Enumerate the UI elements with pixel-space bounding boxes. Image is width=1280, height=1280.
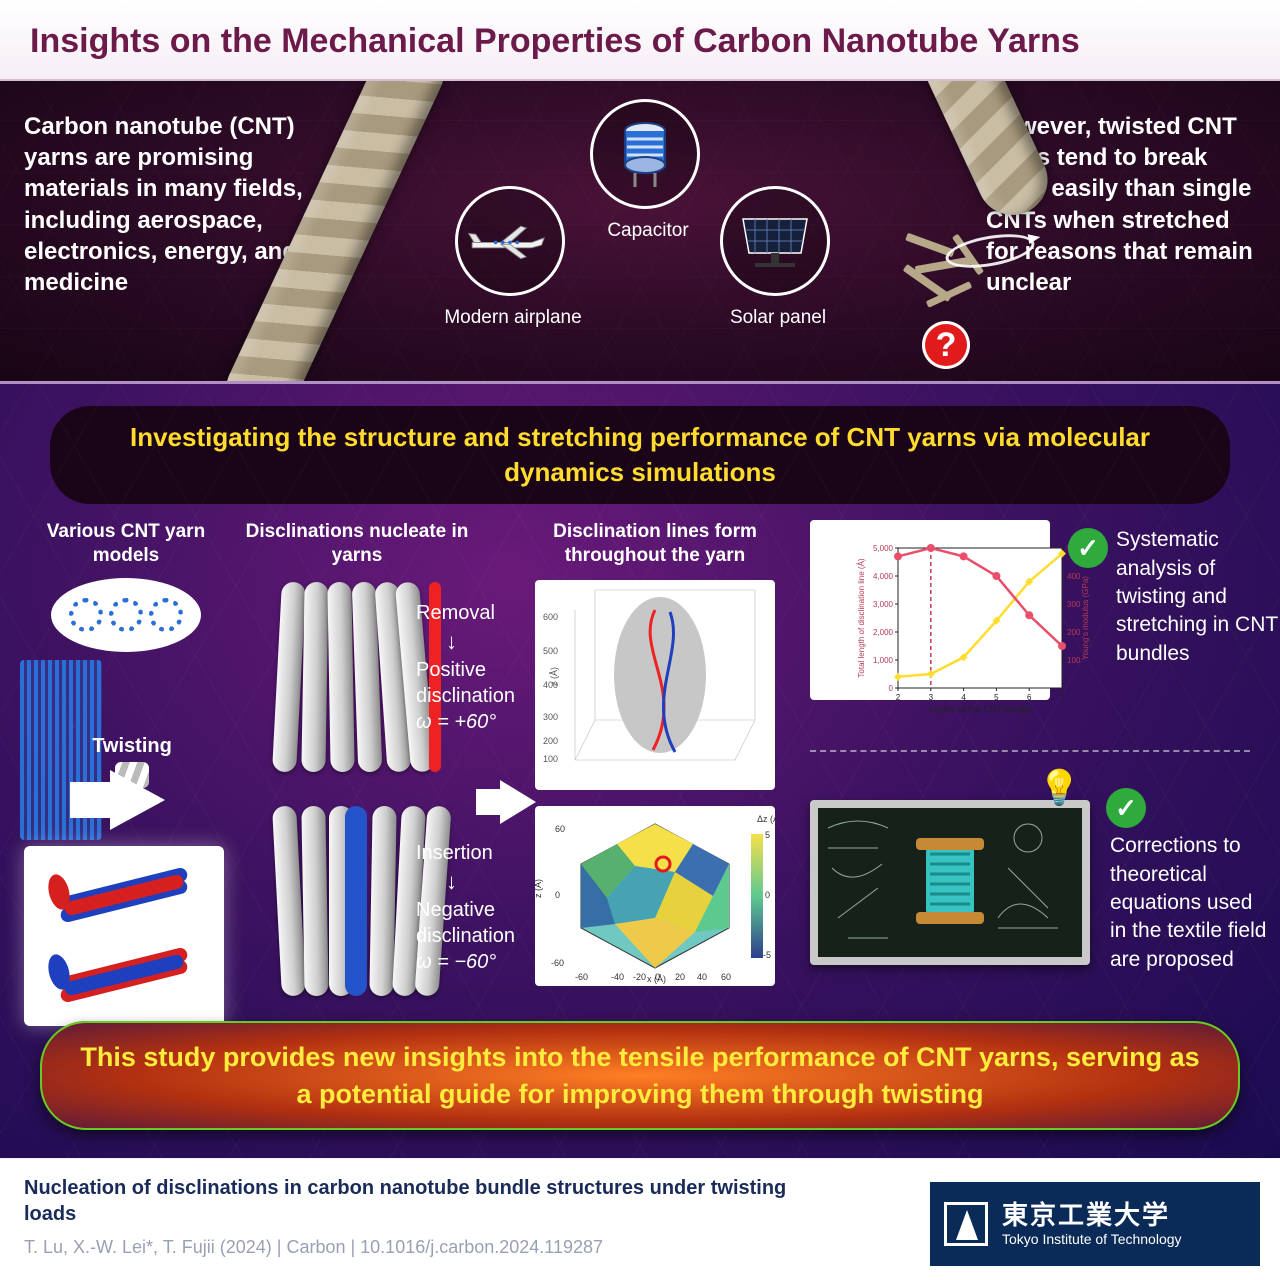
svg-text:0: 0: [655, 972, 660, 982]
svg-text:Total length of disclination l: Total length of disclination line (Å): [857, 558, 866, 678]
bundle-red-core: [49, 866, 199, 926]
hexagonal-map: x (Å) z (Å) -60-40-20 0204060 600-60: [535, 806, 775, 986]
svg-text:z (Å): z (Å): [535, 879, 543, 898]
page-title: Insights on the Mechanical Properties of…: [30, 22, 1250, 61]
tubes-negative: [277, 806, 437, 1006]
svg-text:60: 60: [721, 972, 731, 982]
svg-text:500: 500: [543, 646, 558, 656]
logo-en: Tokyo Institute of Technology: [1002, 1231, 1182, 1247]
solar-panel-icon: Solar panel: [720, 186, 830, 296]
svg-text:5,000: 5,000: [873, 544, 894, 553]
svg-text:3: 3: [929, 693, 934, 702]
svg-text:1,000: 1,000: [873, 656, 894, 665]
svg-text:-60: -60: [551, 958, 564, 968]
svg-text:4: 4: [961, 693, 966, 702]
blackboard-icon: [810, 800, 1090, 965]
tubes-positive: [277, 582, 437, 782]
twisted-bundles: [24, 846, 224, 1026]
solar-label: Solar panel: [698, 307, 858, 329]
simulation-3d: 600500400 300200100 z (Å): [535, 580, 775, 790]
svg-text:100: 100: [1067, 656, 1081, 665]
svg-text:2,000: 2,000: [873, 628, 894, 637]
institution-logo: 東京工業大学 Tokyo Institute of Technology: [930, 1182, 1260, 1266]
airplane-icon: Modern airplane: [455, 186, 565, 296]
logo-mark-icon: [944, 1202, 988, 1246]
svg-text:0: 0: [555, 890, 560, 900]
divider: [810, 750, 1250, 752]
title-band: Insights on the Mechanical Properties of…: [0, 0, 1280, 81]
svg-text:6: 6: [1027, 693, 1032, 702]
arrow-icon: [110, 770, 165, 830]
airplane-label: Modern airplane: [433, 307, 593, 329]
col-simulation: Disclination lines form throughout the y…: [530, 520, 780, 986]
col3-title: Disclination lines form throughout the y…: [530, 520, 780, 568]
reference-title: Nucleation of disclinations in carbon na…: [24, 1175, 824, 1227]
svg-text:3,000: 3,000: [873, 600, 894, 609]
svg-text:60: 60: [555, 824, 565, 834]
svg-text:600: 600: [543, 612, 558, 622]
finding-2: Corrections to theoretical equations use…: [1110, 832, 1270, 974]
col1-title: Various CNT yarn models: [26, 520, 226, 568]
bundle-blue-core: [49, 946, 199, 1006]
subtitle: Investigating the structure and stretchi…: [50, 406, 1230, 504]
footer: Nucleation of disclinations in carbon na…: [0, 1158, 1280, 1280]
svg-text:100: 100: [543, 754, 558, 764]
capacitor-label: Capacitor: [568, 220, 728, 242]
finding-1: Systematic analysis of twisting and stre…: [1116, 526, 1280, 668]
svg-text:200: 200: [1067, 628, 1081, 637]
dual-axis-chart: 01,0002,0003,0004,0005,00010020030040050…: [810, 520, 1050, 700]
insertion-bar-icon: [345, 806, 367, 996]
svg-text:20: 20: [675, 972, 685, 982]
content-columns: Various CNT yarn models Twisting: [0, 520, 1280, 1060]
logo-jp: 東京工業大学: [1002, 1201, 1182, 1231]
svg-text:4,000: 4,000: [873, 572, 894, 581]
main-panel: Investigating the structure and stretchi…: [0, 381, 1280, 1158]
col-findings: 01,0002,0003,0004,0005,00010020030040050…: [810, 520, 1250, 700]
svg-text:5: 5: [994, 693, 999, 702]
svg-text:300: 300: [543, 712, 558, 722]
check-icon: ✓: [1106, 788, 1146, 828]
svg-text:2: 2: [896, 693, 901, 702]
svg-text:7: 7: [1060, 693, 1065, 702]
rope-right: [911, 81, 1059, 226]
svg-text:0: 0: [889, 684, 894, 693]
capacitor-icon: Capacitor: [590, 99, 700, 209]
svg-text:200: 200: [543, 736, 558, 746]
svg-text:-60: -60: [575, 972, 588, 982]
svg-text:z (Å): z (Å): [549, 667, 559, 686]
svg-text:40: 40: [697, 972, 707, 982]
svg-text:Young's modulus (GPa): Young's modulus (GPa): [1081, 576, 1090, 660]
intro-panel: Carbon nanotube (CNT) yarns are promisin…: [0, 81, 1280, 381]
svg-text:-5: -5: [763, 950, 771, 960]
svg-text:300: 300: [1067, 600, 1081, 609]
svg-text:-20: -20: [633, 972, 646, 982]
question-icon: ?: [922, 321, 970, 369]
lightbulb-icon: 💡: [1038, 768, 1080, 808]
conclusion: This study provides new insights into th…: [40, 1021, 1240, 1130]
cnt-crosssection-icon: [51, 578, 201, 652]
svg-text:5: 5: [765, 830, 770, 840]
svg-text:Layers of the CNT bundle: Layers of the CNT bundle: [929, 704, 1031, 714]
svg-text:Δz (Å): Δz (Å): [757, 814, 775, 824]
svg-text:400: 400: [1067, 572, 1081, 581]
svg-text:-40: -40: [611, 972, 624, 982]
check-icon: ✓: [1068, 528, 1108, 568]
svg-text:0: 0: [765, 890, 770, 900]
col2-title: Disclinations nucleate in yarns: [242, 520, 472, 568]
